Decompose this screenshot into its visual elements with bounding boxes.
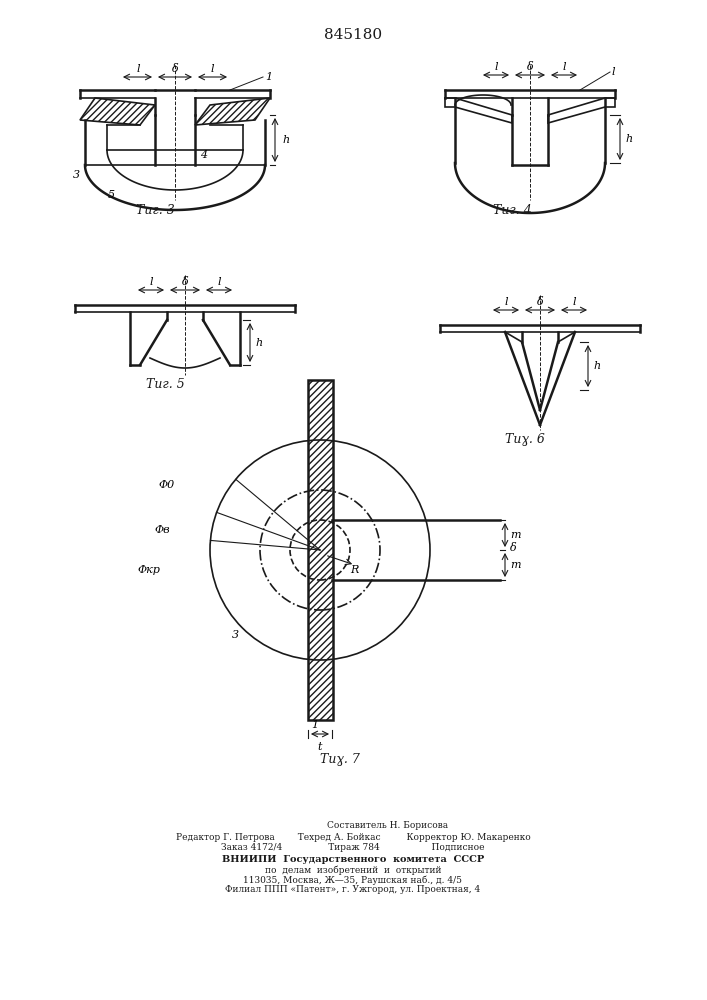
Polygon shape [445,98,512,123]
Text: Τиɣ. 6: Τиɣ. 6 [505,434,545,446]
Text: Составитель Н. Борисова: Составитель Н. Борисова [258,820,448,830]
Text: Заказ 4172/4                Тираж 784                  Подписное: Заказ 4172/4 Тираж 784 Подписное [221,842,485,852]
Text: 3: 3 [231,630,238,640]
Text: Τиɣ. 7: Τиɣ. 7 [320,754,360,766]
Text: h: h [255,338,262,348]
Text: l: l [572,297,575,307]
Polygon shape [548,98,615,123]
Text: 113035, Москва, Ж—35, Раушская наб., д. 4/5: 113035, Москва, Ж—35, Раушская наб., д. … [243,875,462,885]
Text: Τиг. 4: Τиг. 4 [493,204,532,217]
Text: 1: 1 [312,720,319,730]
Text: δ: δ [510,543,517,553]
Text: l: l [494,62,498,72]
Text: Филиал ППП «Патент», г. Ужгород, ул. Проектная, 4: Филиал ППП «Патент», г. Ужгород, ул. Про… [226,886,481,894]
Text: h: h [593,361,600,371]
Text: l: l [504,297,508,307]
Text: m: m [510,560,520,570]
Text: l: l [562,62,566,72]
Text: Φкр: Φкр [137,565,160,575]
Text: l: l [149,277,153,287]
Bar [308,380,333,720]
Text: 5: 5 [108,190,115,200]
Text: Редактор Г. Петрова        Техред А. Бойкас         Корректор Ю. Макаренко: Редактор Г. Петрова Техред А. Бойкас Кор… [175,832,530,842]
Text: l: l [217,277,221,287]
Bar [308,380,333,720]
Text: 3: 3 [73,170,80,180]
Text: Τиг. 3: Τиг. 3 [136,204,175,217]
Text: ВНИИПИ  Государственного  комитета  СССР: ВНИИПИ Государственного комитета СССР [222,856,484,864]
Polygon shape [80,98,155,125]
Text: l: l [612,67,616,77]
Text: t: t [317,742,322,752]
Text: Φ0: Φ0 [159,480,175,490]
Text: δ: δ [182,277,188,287]
Text: m: m [510,530,520,540]
Text: δ: δ [527,62,533,72]
Text: δ: δ [537,297,544,307]
Text: Φв: Φв [154,525,170,535]
Text: R: R [350,565,358,575]
Text: l: l [136,64,140,74]
Text: 1: 1 [265,72,272,82]
Text: 845180: 845180 [324,28,382,42]
Text: h: h [282,135,289,145]
Text: Τиг. 5: Τиг. 5 [146,378,185,391]
Polygon shape [195,98,270,125]
Text: δ: δ [172,64,178,74]
Text: l: l [210,64,214,74]
Text: по  делам  изобретений  и  открытий: по делам изобретений и открытий [264,865,441,875]
Text: 4: 4 [200,150,207,160]
Text: h: h [625,134,632,144]
